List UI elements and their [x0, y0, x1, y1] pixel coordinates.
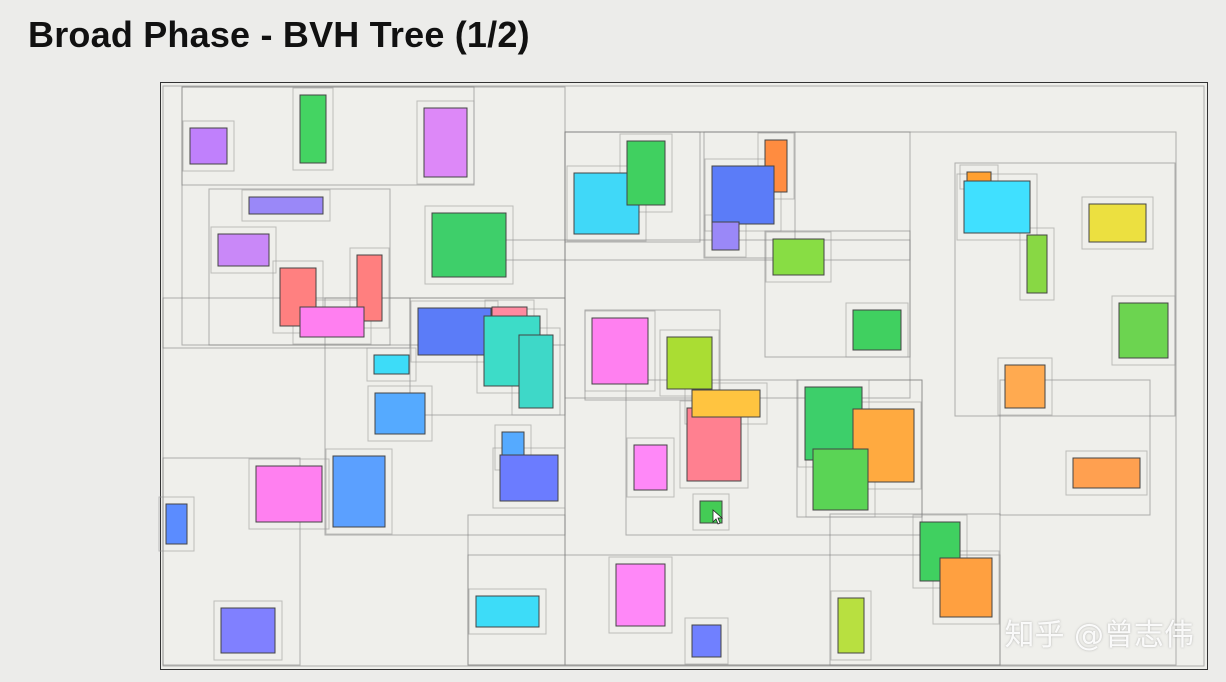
leaf-bounding-box: [932, 550, 1000, 625]
leaf-bounding-box: [1065, 450, 1148, 496]
leaf-bounding-box: [158, 496, 195, 552]
leaf-bounding-box: [1019, 227, 1055, 301]
leaf-bounding-box: [424, 205, 514, 285]
leaf-object: [1026, 234, 1048, 294]
leaf-object: [812, 448, 869, 511]
leaf-bounding-box: [1081, 196, 1154, 250]
leaf-object: [852, 309, 902, 351]
leaf-bounding-box: [349, 247, 390, 329]
bvh-node-box: [467, 239, 911, 261]
leaf-object: [939, 557, 993, 618]
leaf-object: [591, 317, 649, 385]
bvh-node-box: [564, 131, 701, 243]
leaf-object: [431, 212, 507, 278]
leaf-object: [626, 140, 666, 206]
bvh-node-box: [829, 513, 1001, 666]
leaf-object: [691, 389, 761, 418]
leaf-object: [332, 455, 386, 528]
leaf-object: [711, 165, 775, 225]
leaf-bounding-box: [416, 100, 475, 185]
leaf-object: [615, 563, 666, 627]
leaf-bounding-box: [1111, 295, 1176, 366]
leaf-bounding-box: [659, 329, 720, 397]
leaf-object: [255, 465, 323, 523]
bvh-node-box: [162, 457, 301, 666]
leaf-object: [1118, 302, 1169, 359]
leaf-bounding-box: [241, 189, 331, 222]
leaf-object: [374, 392, 426, 435]
bvh-node-box: [208, 188, 391, 346]
leaf-bounding-box: [182, 120, 235, 172]
leaf-bounding-box: [272, 260, 324, 334]
leaf-bounding-box: [765, 231, 832, 283]
leaf-object: [248, 196, 324, 215]
leaf-object: [1088, 203, 1147, 243]
watermark: 知乎 @曾志伟: [1004, 618, 1194, 653]
leaf-object: [423, 107, 468, 178]
leaf-object: [666, 336, 713, 390]
slide-title: Broad Phase - BVH Tree (1/2): [28, 14, 530, 55]
leaf-object: [1004, 364, 1046, 409]
leaf-object: [518, 334, 554, 409]
leaf-bounding-box: [704, 158, 782, 232]
bvh-node-box: [999, 379, 1151, 516]
bvh-node-box: [764, 230, 911, 358]
leaf-bounding-box: [692, 493, 730, 531]
leaf-object: [217, 233, 270, 267]
leaf-bounding-box: [492, 447, 566, 509]
leaf-object: [633, 444, 668, 491]
leaf-object: [189, 127, 228, 165]
leaf-bounding-box: [626, 437, 675, 498]
leaf-object: [299, 94, 327, 164]
leaf-bounding-box: [956, 173, 1038, 241]
leaf-object: [691, 624, 722, 658]
leaf-object: [711, 221, 740, 251]
bvh-node-box: [954, 162, 1176, 417]
leaf-object: [299, 306, 365, 338]
leaf-bounding-box: [845, 302, 909, 358]
leaf-object: [772, 238, 825, 276]
leaf-object: [686, 407, 742, 482]
leaf-object: [220, 607, 276, 654]
leaf-object: [165, 503, 188, 545]
bvh-node-box: [162, 85, 1205, 667]
bvh-node-box: [409, 297, 566, 416]
leaf-bounding-box: [584, 310, 656, 392]
leaf-bounding-box: [248, 458, 330, 530]
leaf-bounding-box: [210, 226, 277, 274]
leaf-bounding-box: [468, 588, 547, 635]
leaf-object: [373, 354, 410, 375]
leaf-bounding-box: [997, 357, 1053, 416]
leaf-bounding-box: [366, 347, 417, 382]
leaf-object: [417, 307, 492, 356]
leaf-bounding-box: [367, 385, 433, 442]
leaf-bounding-box: [213, 600, 283, 661]
leaf-bounding-box: [325, 448, 393, 535]
leaf-object: [963, 180, 1031, 234]
leaf-object: [475, 595, 540, 628]
leaf-bounding-box: [608, 556, 673, 634]
bvh-node-box: [703, 131, 796, 259]
leaf-object: [837, 597, 865, 654]
leaf-object: [852, 408, 915, 483]
leaf-bounding-box: [684, 617, 729, 665]
mouse-pointer-icon: [712, 509, 724, 525]
bvh-node-box: [467, 514, 566, 666]
leaf-object: [499, 454, 559, 502]
leaf-bounding-box: [830, 590, 872, 661]
leaf-bounding-box: [292, 87, 334, 171]
leaf-object: [1072, 457, 1141, 489]
